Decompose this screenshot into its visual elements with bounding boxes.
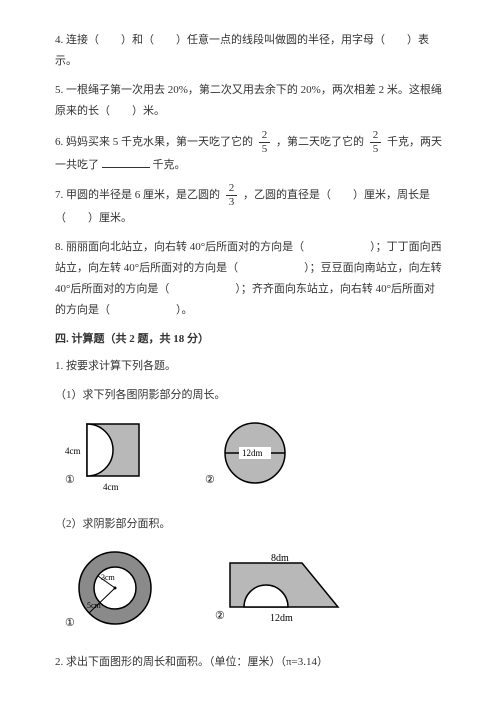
figure-4-svg: ② 8dm 12dm xyxy=(215,551,365,631)
figure-row-1: ① 4cm 4cm ② 12dm xyxy=(65,418,445,498)
figure-1: ① 4cm 4cm xyxy=(65,418,165,498)
figure-4: ② 8dm 12dm xyxy=(215,551,365,631)
problem-1-sub1: （1）求下列各图阴影部分的周长。 xyxy=(55,385,445,406)
question-7: 7. 甲圆的半径是 6 厘米，是乙圆的 2 3 ，乙圆的直径是（ ）厘米，周长是… xyxy=(55,183,445,229)
q7-text-a: 7. 甲圆的半径是 6 厘米，是乙圆的 xyxy=(55,189,220,201)
figure-3-center-dot xyxy=(114,587,117,590)
figure-2: ② 12dm xyxy=(205,418,305,498)
q6-frac-2: 2 5 xyxy=(370,130,382,155)
question-5: 5. 一根绳子第一次用去 20%，第二次又用去余下的 20%，两次相差 2 米。… xyxy=(55,80,445,122)
q6-frac-1: 2 5 xyxy=(259,130,271,155)
question-8: 8. 丽丽面向北站立，向右转 40°后所面对的方向是（ ）；丁丁面向西站立，向左… xyxy=(55,237,445,321)
figure-2-svg: ② 12dm xyxy=(205,418,305,498)
figure-3-svg: ① 3cm 5cm xyxy=(65,546,175,636)
q6-frac1-den: 5 xyxy=(259,143,271,155)
q7-frac: 2 3 xyxy=(226,183,238,208)
problem-1-title: 1. 按要求计算下列各题。 xyxy=(55,356,445,377)
question-4: 4. 连接（ ）和（ ）任意一点的线段叫做圆的半径，用字母（ ）表示。 xyxy=(55,30,445,72)
figure-1-bottom-label: 4cm xyxy=(103,482,119,492)
question-4-text: 4. 连接（ ）和（ ）任意一点的线段叫做圆的半径，用字母（ ）表示。 xyxy=(55,34,429,67)
question-6: 6. 妈妈买来 5 千克水果，第一天吃了它的 2 5 ，第二天吃了它的 2 5 … xyxy=(55,130,445,176)
figure-1-side-label: 4cm xyxy=(65,446,81,456)
figure-4-num: ② xyxy=(215,610,225,622)
figure-3-outer-label: 5cm xyxy=(87,601,102,610)
figure-4-bottom-label: 12dm xyxy=(270,613,293,624)
figure-3-inner-label: 3cm xyxy=(101,573,116,582)
q6-text-b: ，第二天吃了它的 xyxy=(276,136,364,148)
question-5-text: 5. 一根绳子第一次用去 20%，第二次又用去余下的 20%，两次相差 2 米。… xyxy=(55,84,442,117)
q6-blank xyxy=(102,158,150,168)
problem-2-title: 2. 求出下面图形的周长和面积。（单位：厘米）（π=3.14） xyxy=(55,652,445,673)
q6-frac1-num: 2 xyxy=(259,130,271,143)
figure-1-num: ① xyxy=(65,474,75,486)
q6-frac2-den: 5 xyxy=(370,143,382,155)
problem-1-sub2: （2）求阴影部分面积。 xyxy=(55,514,445,535)
figure-3-num: ① xyxy=(65,617,75,629)
figure-3: ① 3cm 5cm xyxy=(65,546,175,636)
q6-frac2-num: 2 xyxy=(370,130,382,143)
figure-2-diameter-label: 12dm xyxy=(242,448,263,458)
figure-1-svg: ① 4cm 4cm xyxy=(65,418,165,498)
figure-row-2: ① 3cm 5cm ② 8dm 12dm xyxy=(65,546,445,636)
q7-frac-den: 3 xyxy=(226,196,238,208)
q6-text-a: 6. 妈妈买来 5 千克水果，第一天吃了它的 xyxy=(55,136,253,148)
section-4-title: 四. 计算题（共 2 题，共 18 分） xyxy=(55,329,445,350)
q7-frac-num: 2 xyxy=(226,183,238,196)
figure-4-top-label: 8dm xyxy=(271,553,289,564)
q6-text-d: 千克。 xyxy=(153,159,186,171)
q8-text: 8. 丽丽面向北站立，向右转 40°后所面对的方向是（ ）；丁丁面向西站立，向左… xyxy=(55,241,442,316)
figure-2-num: ② xyxy=(205,474,215,486)
